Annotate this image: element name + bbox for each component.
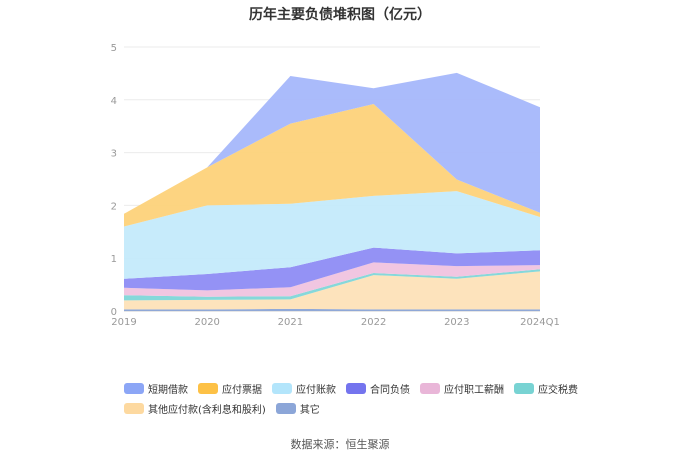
area-series-应付账款[interactable] [124,191,540,279]
x-tick-label: 2021 [278,317,303,328]
x-tick-label: 2019 [111,317,136,328]
x-tick-label: 2024Q1 [520,317,560,328]
legend-swatch [275,402,296,414]
y-tick-label: 4 [111,96,117,107]
legend-item[interactable]: 应交税费 [514,378,578,398]
y-tick-label: 0 [111,307,117,318]
legend-item[interactable]: 其它 [275,398,320,418]
area-series-短期借款[interactable] [124,72,540,214]
legend-label: 应付职工薪酬 [444,384,504,396]
area-series-其他应付款(含利息和股利)[interactable] [124,271,540,310]
legend-item[interactable]: 其他应付款(含利息和股利) [124,398,266,418]
area-series-合同负债[interactable] [124,247,540,291]
legend-swatch [124,382,144,394]
legend-label: 其它 [299,404,320,416]
area-series-应付票据[interactable] [124,104,540,227]
legend-swatch [514,382,534,394]
y-tick-label: 1 [111,254,117,265]
area-series-应交税费[interactable] [124,269,540,301]
legend-label: 应付票据 [222,384,262,396]
legend-item[interactable]: 短期借款 [124,378,188,398]
x-tick-label: 2023 [444,317,469,328]
legend-item[interactable]: 合同负债 [346,378,410,398]
legend-label: 合同负债 [370,384,410,396]
y-tick-label: 3 [111,149,117,160]
legend-swatch [124,402,144,414]
legend-swatch [198,382,218,394]
legend-item[interactable]: 应付票据 [198,378,262,398]
y-tick-label: 5 [111,43,117,54]
legend-label: 应付账款 [296,384,336,396]
legend-item[interactable]: 应付账款 [272,378,336,398]
legend-label: 其他应付款(含利息和股利) [148,404,266,416]
legend-label: 短期借款 [148,384,188,396]
legend-item[interactable]: 应付职工薪酬 [420,378,504,398]
legend-swatch [272,382,292,394]
area-series-应付职工薪酬[interactable] [124,262,540,297]
y-tick-label: 2 [111,201,117,212]
legend-label: 应交税费 [538,384,578,396]
data-source: 数据来源：恒生聚源 [290,438,390,451]
chart-title: 历年主要负债堆积图（亿元） [249,7,431,23]
area-series-其它[interactable] [124,308,540,311]
legend: 短期借款 应付票据 应付账款 合同负债 应付职工薪酬 应交税费其他应付款(含利息和股利) 其… [124,378,594,418]
legend-swatch [346,382,366,394]
x-tick-label: 2020 [194,317,219,328]
legend-swatch [420,382,440,394]
x-tick-label: 2022 [361,317,386,328]
